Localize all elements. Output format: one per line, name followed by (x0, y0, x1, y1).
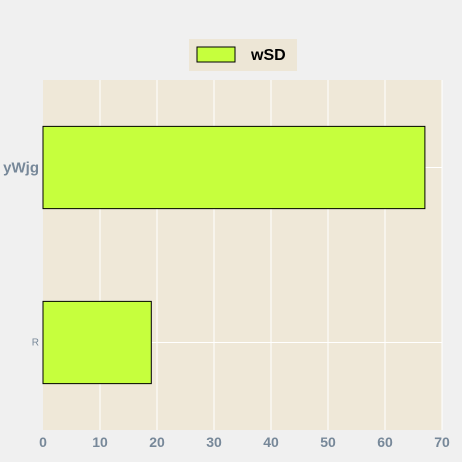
x-tick-label-5: 50 (320, 434, 336, 450)
legend: wSD (189, 39, 297, 71)
x-tick-label-3: 30 (206, 434, 222, 450)
x-tick-label-4: 40 (263, 434, 279, 450)
x-tick-label-2: 20 (149, 434, 165, 450)
bar-yWjg (42, 125, 426, 210)
y-category-label-0: yWjg (3, 160, 39, 177)
x-tick-label-6: 60 (377, 434, 393, 450)
y-axis-labels: yWjg R (3, 160, 39, 349)
x-tick-label-1: 10 (92, 434, 108, 450)
legend-label: wSD (250, 47, 286, 64)
bars (42, 125, 426, 385)
bar-R (42, 300, 152, 385)
x-tick-label-7: 70 (434, 434, 450, 450)
legend-swatch (196, 46, 236, 63)
y-category-label-1: R (32, 338, 39, 349)
x-tick-label-0: 0 (39, 434, 47, 450)
x-axis-ticks: 0 10 20 30 40 50 60 70 (39, 434, 450, 450)
